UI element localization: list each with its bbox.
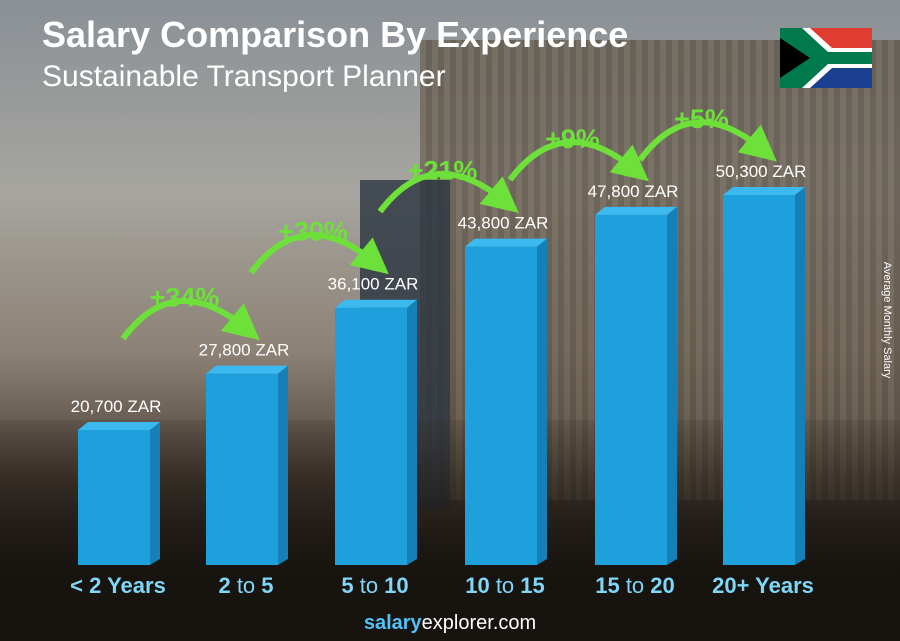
change-arrow	[507, 139, 649, 182]
bar-top	[78, 422, 160, 430]
category-part: 5	[261, 573, 273, 598]
bar-top	[723, 186, 805, 195]
change-label: +9%	[545, 124, 600, 154]
category-part: 5	[341, 573, 353, 598]
brand-rest: explorer.com	[421, 612, 537, 634]
bar	[206, 373, 278, 565]
bar	[465, 246, 537, 565]
change-label: +5%	[674, 104, 729, 134]
bar	[335, 307, 407, 565]
category-part: 15	[595, 573, 619, 598]
category-label: 2 to 5	[218, 573, 273, 598]
category-part: 10	[465, 573, 489, 598]
bar-side	[407, 299, 417, 565]
south-africa-flag-icon	[780, 28, 872, 88]
change-label: +30%	[278, 217, 348, 247]
category-label: < 2 Years	[70, 573, 166, 598]
bar-side	[537, 238, 547, 565]
category-part: to	[231, 573, 262, 598]
bar-top	[595, 206, 677, 215]
bar-side	[278, 365, 288, 565]
bar-top	[206, 365, 288, 374]
chart-subtitle: Sustainable Transport Planner	[42, 60, 446, 93]
bar-top	[335, 299, 417, 308]
category-part: 15	[520, 573, 544, 598]
category-part: 20+ Years	[712, 573, 814, 598]
value-label: 27,800 ZAR	[199, 341, 290, 360]
bar-side	[795, 186, 805, 565]
brand-bold: salary	[363, 612, 422, 634]
chart-title: Salary Comparison By Experience	[42, 14, 629, 55]
change-label: +34%	[150, 283, 220, 313]
value-label: 20,700 ZAR	[71, 397, 162, 416]
category-label: 10 to 15	[465, 573, 545, 598]
bar	[723, 194, 795, 565]
footer-brand[interactable]: salaryexplorer.com	[0, 612, 900, 635]
bar-side	[667, 206, 677, 566]
change-arrow	[377, 170, 519, 214]
bar	[78, 430, 150, 565]
value-label: 47,800 ZAR	[588, 182, 679, 201]
change-arrow	[120, 297, 260, 341]
category-part: to	[354, 573, 385, 598]
category-part: to	[620, 573, 651, 598]
category-part: 10	[384, 573, 408, 598]
category-label: 5 to 10	[341, 573, 408, 598]
category-label: 15 to 20	[595, 573, 675, 598]
category-part: to	[490, 573, 521, 598]
bar	[595, 214, 667, 566]
value-label: 43,800 ZAR	[458, 214, 549, 233]
category-part: 20	[650, 573, 674, 598]
change-arrow	[637, 119, 777, 162]
category-part: 2	[218, 573, 230, 598]
category-part: < 2 Years	[70, 573, 166, 598]
value-label: 50,300 ZAR	[716, 162, 807, 181]
category-label: 20+ Years	[712, 573, 814, 598]
change-arrow	[248, 232, 389, 275]
bar-side	[150, 422, 160, 565]
change-label: +21%	[408, 156, 478, 186]
bar-top	[465, 238, 547, 247]
value-label: 36,100 ZAR	[328, 275, 419, 294]
